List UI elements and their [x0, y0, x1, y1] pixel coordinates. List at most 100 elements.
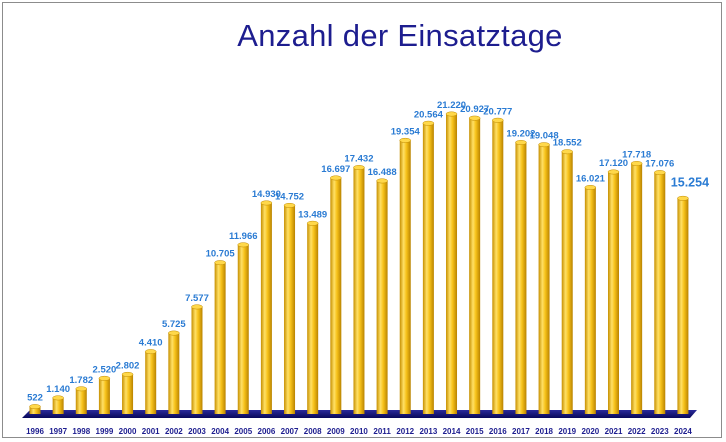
bar-cap: [29, 404, 41, 410]
bar-cap: [561, 149, 573, 155]
data-label: 1.782: [69, 375, 93, 386]
bar-cap: [630, 161, 643, 166]
data-label: 19.048: [530, 131, 559, 142]
bar-body: [584, 187, 596, 414]
data-label: 17.432: [344, 154, 373, 165]
x-tick-label: 2013: [419, 427, 437, 436]
bar-body: [538, 144, 550, 414]
bar-cap: [538, 142, 550, 148]
bar: [330, 175, 342, 414]
bar: [98, 375, 111, 414]
chart-title: Anzahl der Einsatztage: [237, 18, 563, 53]
bar-body: [376, 180, 388, 414]
bar-body: [353, 167, 365, 414]
bar-body: [145, 351, 157, 414]
bar-body: [677, 198, 689, 414]
x-tick-label: 2014: [443, 427, 461, 436]
bar: [584, 185, 597, 414]
data-label: 21.220: [437, 100, 466, 111]
bar-body: [446, 114, 458, 414]
bar-cap: [214, 260, 226, 266]
bar: [214, 260, 226, 414]
bar-cap: [445, 111, 458, 117]
bar: [399, 137, 411, 414]
bar-cap: [330, 175, 342, 181]
bar: [75, 386, 88, 414]
bar-body: [330, 177, 342, 414]
bar-cap: [607, 169, 620, 175]
x-tick-label: 2001: [142, 427, 160, 436]
bar-cap: [515, 140, 527, 145]
data-label: 14.930: [252, 189, 281, 200]
bar: [144, 349, 157, 414]
bar-cap: [584, 185, 597, 190]
bar: [353, 165, 365, 414]
x-tick-label: 2016: [489, 427, 507, 436]
bar: [52, 395, 64, 414]
x-tick-label: 1998: [72, 427, 90, 436]
data-label: 4.410: [139, 338, 163, 349]
data-label: 14.752: [275, 191, 304, 202]
bar: [561, 149, 573, 414]
bar-body: [237, 244, 249, 414]
x-tick-label: 2019: [558, 427, 576, 436]
bar-body: [75, 388, 87, 414]
x-tick-label: 2015: [466, 427, 484, 436]
bar-body: [191, 306, 203, 414]
bar: [677, 195, 689, 414]
bar-body: [654, 172, 666, 414]
bar: [260, 200, 273, 414]
data-label: 20.564: [414, 109, 444, 120]
x-tick-label: 2018: [535, 427, 553, 436]
bar-body: [631, 163, 643, 414]
data-label: 522: [27, 393, 43, 404]
bar-cap: [654, 170, 666, 176]
bar-cap: [399, 137, 411, 143]
data-label: 2.802: [116, 360, 140, 371]
bar-cap: [353, 165, 365, 171]
x-tick-label: 2000: [119, 427, 137, 436]
data-label: 13.489: [298, 209, 327, 220]
x-tick-label: 2003: [188, 427, 206, 436]
x-tick-label: 2010: [350, 427, 368, 436]
data-label: 18.552: [553, 138, 582, 149]
data-label: 2.520: [93, 364, 117, 375]
bar-body: [515, 142, 527, 414]
x-tick-label: 2012: [396, 427, 414, 436]
bar: [191, 304, 203, 414]
data-label: 15.254: [671, 175, 709, 189]
bar: [492, 117, 504, 414]
bar: [283, 202, 296, 414]
data-label: 16.021: [576, 174, 606, 185]
bar: [515, 140, 527, 414]
bar: [630, 161, 643, 414]
bar-cap: [191, 304, 203, 310]
data-label: 10.705: [206, 249, 236, 260]
bar-body: [214, 262, 226, 414]
bar-body: [122, 374, 134, 414]
bar-cap: [422, 120, 435, 126]
bar-body: [284, 205, 296, 414]
bar: [306, 220, 319, 414]
bar-body: [52, 397, 64, 414]
x-tick-label: 2023: [651, 427, 669, 436]
data-label: 17.120: [599, 158, 628, 169]
bar-body: [29, 406, 41, 414]
bar-body: [307, 223, 319, 414]
bar-body: [260, 202, 272, 414]
bar-cap: [492, 117, 504, 123]
x-tick-label: 1999: [96, 427, 114, 436]
bar-cap: [168, 330, 180, 336]
bar: [121, 371, 134, 414]
bar-body: [399, 140, 411, 414]
data-label: 19.202: [506, 129, 535, 140]
x-tick-label: 1997: [49, 427, 67, 436]
x-tick-label: 2024: [674, 427, 692, 436]
bar-cap: [237, 242, 250, 248]
bar-body: [561, 151, 573, 414]
bar-cap: [75, 386, 88, 392]
bar: [376, 178, 388, 414]
x-tick-label: 2020: [581, 427, 599, 436]
data-label: 1.140: [46, 384, 70, 395]
